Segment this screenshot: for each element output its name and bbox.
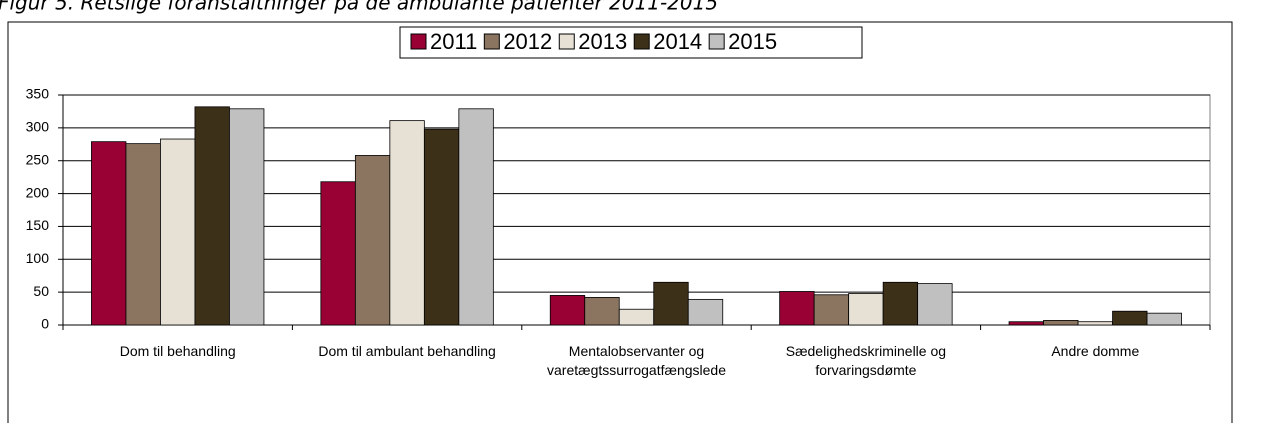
x-tick-label: Dom til ambulant behandling bbox=[318, 343, 495, 359]
bar bbox=[779, 291, 815, 326]
y-tick-label: 100 bbox=[26, 250, 50, 266]
bar bbox=[160, 138, 196, 326]
bar bbox=[917, 283, 953, 326]
y-tick-label: 50 bbox=[33, 283, 49, 299]
bar bbox=[389, 120, 425, 326]
y-tick-label: 200 bbox=[26, 184, 50, 200]
x-tick-label-line: Andre domme bbox=[1051, 343, 1139, 359]
legend-label: 2011 bbox=[430, 29, 477, 54]
bar bbox=[584, 296, 620, 326]
x-tick-label-line: forvaringsdømte bbox=[815, 362, 916, 378]
bar bbox=[354, 155, 391, 326]
legend-swatch bbox=[558, 33, 575, 50]
bar bbox=[1043, 319, 1079, 326]
x-tick-label-line: Dom til behandling bbox=[120, 343, 236, 359]
legend-label: 2012 bbox=[503, 29, 552, 54]
legend-swatch bbox=[483, 33, 500, 50]
bar bbox=[320, 181, 356, 326]
y-tick-label: 350 bbox=[26, 86, 50, 102]
legend-label: 2015 bbox=[728, 29, 777, 54]
y-tick-label: 150 bbox=[26, 217, 50, 233]
chart-title: Figur 5. Retslige foranstaltninger på de… bbox=[0, 0, 718, 15]
bar bbox=[1112, 310, 1148, 326]
x-tick-label: Sædelighedskriminelle og forvaringsdømte bbox=[786, 343, 946, 378]
bar bbox=[882, 281, 919, 326]
x-tick-label-line: Dom til ambulant behandling bbox=[318, 343, 495, 359]
bar bbox=[618, 308, 655, 326]
y-tick-label: 250 bbox=[26, 151, 50, 167]
bar bbox=[813, 294, 850, 326]
y-tick-label: 0 bbox=[41, 316, 49, 332]
x-tick-label-line: Mentalobservanter og bbox=[569, 343, 704, 359]
legend-swatch bbox=[633, 33, 650, 50]
x-tick-label: Dom til behandling bbox=[120, 343, 236, 359]
bar bbox=[423, 128, 460, 326]
bar bbox=[1077, 321, 1113, 326]
bar bbox=[549, 295, 586, 326]
bar bbox=[1008, 321, 1044, 326]
chart-frame bbox=[7, 21, 1233, 423]
bar bbox=[91, 141, 127, 326]
x-tick-label-line: varetægtssurrogatfængslede bbox=[547, 362, 726, 378]
legend-swatch bbox=[410, 33, 427, 50]
bar bbox=[458, 108, 494, 326]
bar bbox=[125, 143, 161, 326]
bar bbox=[1146, 312, 1182, 326]
x-tick-label: Mentalobservanter og varetægtssurrogatfæn… bbox=[547, 343, 726, 378]
y-tick-label: 300 bbox=[26, 119, 50, 135]
bar bbox=[229, 108, 265, 326]
legend-box bbox=[399, 26, 863, 59]
x-tick-label-line: Sædelighedskriminelle og bbox=[786, 343, 946, 359]
legend-label: 2013 bbox=[578, 29, 627, 54]
bar bbox=[687, 298, 724, 326]
bar bbox=[653, 281, 689, 326]
bar bbox=[194, 106, 230, 326]
legend-swatch bbox=[708, 33, 725, 50]
legend-label: 2014 bbox=[653, 29, 702, 54]
x-tick-label: Andre domme bbox=[1051, 343, 1139, 359]
bar bbox=[848, 293, 884, 326]
